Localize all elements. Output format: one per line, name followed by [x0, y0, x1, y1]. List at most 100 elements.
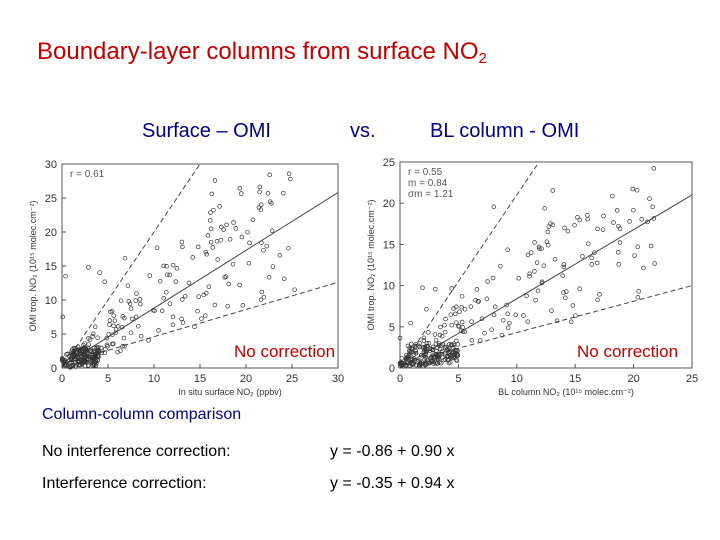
right-scatter-point: [444, 344, 449, 350]
right-scatter-point: [527, 271, 532, 277]
left-scatter-point: [202, 313, 208, 318]
left-scatter-point: [157, 278, 163, 284]
right-scatter-point: [442, 357, 448, 362]
left-scatter-point: [170, 322, 176, 328]
right-x-tick-label: 25: [686, 373, 698, 385]
right-scatter-point: [580, 254, 585, 259]
left-scatter-point: [164, 290, 169, 295]
left-scatter-point: [214, 239, 220, 244]
left-scatter-point: [113, 330, 119, 335]
left-scatter-point: [264, 243, 270, 249]
right-scatter-point: [455, 351, 460, 356]
right-scatter-point: [513, 312, 518, 318]
right-x-tick-label: 5: [455, 373, 461, 385]
right-scatter-point: [450, 353, 455, 358]
right-scatter-point: [501, 317, 506, 323]
right-scatter-point: [424, 307, 429, 312]
right-scatter-point: [562, 225, 567, 231]
left-fit-line-solid: [62, 192, 338, 367]
right-scatter-point: [645, 219, 650, 225]
left-scatter-point: [192, 324, 197, 330]
right-scatter-point: [440, 348, 445, 354]
left-stat-text: r = 0.61: [70, 169, 105, 180]
left-chart-annotation: No correction: [232, 342, 338, 362]
right-x-tick-label: 0: [397, 373, 403, 385]
left-scatter-point: [180, 320, 186, 325]
right-scatter-point: [454, 320, 459, 325]
right-scatter-point: [433, 337, 439, 343]
left-scatter-point: [286, 245, 291, 251]
right-scatter-point: [600, 227, 606, 232]
right-scatter-point: [445, 357, 451, 362]
right-scatter-point: [568, 319, 574, 325]
left-scatter-point: [245, 229, 250, 235]
right-scatter-point: [447, 353, 453, 358]
right-y-tick-label: 15: [383, 239, 395, 251]
left-scatter-point: [190, 255, 195, 260]
left-scatter-point: [85, 363, 91, 369]
left-scatter-point: [122, 315, 127, 321]
right-scatter-point: [432, 332, 438, 337]
right-scatter-point: [527, 273, 532, 279]
right-scatter-point: [575, 215, 580, 220]
right-scatter-point: [651, 166, 657, 171]
left-scatter-point: [164, 264, 169, 269]
left-scatter-point: [78, 360, 84, 365]
right-scatter-point: [412, 358, 417, 363]
left-scatter-point: [203, 249, 209, 255]
right-scatter-point: [597, 292, 602, 297]
left-scatter-point: [138, 333, 144, 339]
left-scatter-point: [210, 245, 216, 250]
right-scatter-point: [542, 205, 547, 211]
left-scatter-point: [288, 176, 293, 182]
right-scatter-point: [491, 204, 497, 210]
right-scatter-point: [601, 213, 606, 219]
left-scatter-point: [60, 314, 66, 320]
right-scatter-point: [482, 330, 487, 336]
left-scatter-point: [205, 233, 211, 238]
left-scatter-point: [247, 240, 252, 246]
left-scatter-point: [215, 257, 220, 262]
right-scatter-point: [563, 295, 568, 301]
right-scatter-point: [399, 355, 404, 361]
right-scatter-point: [610, 193, 615, 199]
right-scatter-point: [410, 357, 415, 363]
right-scatter-point: [537, 246, 542, 251]
left-y-tick-label: 30: [45, 159, 57, 171]
right-scatter-point: [572, 222, 577, 228]
right-scatter-point: [424, 361, 429, 367]
right-scatter-point: [504, 302, 509, 308]
right-scatter-point: [417, 361, 423, 366]
right-scatter-point: [505, 247, 510, 252]
right-scatter-point: [403, 363, 408, 369]
left-scatter-point: [266, 275, 272, 280]
left-y-tick-label: 10: [45, 295, 57, 307]
right-scatter-point: [561, 264, 567, 270]
left-scatter-point: [129, 316, 135, 322]
left-scatter-point: [258, 297, 264, 303]
right-scatter-point: [499, 332, 505, 338]
right-scatter-point: [419, 352, 424, 358]
left-scatter-point: [122, 255, 128, 261]
right-scatter-point: [409, 341, 414, 347]
left-scatter-point: [72, 347, 78, 353]
right-scatter-point: [498, 263, 503, 269]
right-scatter-point: [449, 342, 454, 347]
right-scatter-point: [473, 297, 478, 303]
left-scatter-point: [196, 294, 201, 299]
left-scatter-point: [96, 353, 101, 359]
right-scatter-point: [439, 334, 445, 339]
right-scatter-point: [421, 349, 427, 355]
left-scatter-point: [182, 293, 188, 299]
left-scatter-point: [128, 330, 134, 335]
left-scatter-point: [119, 324, 125, 330]
left-scatter-point: [90, 361, 96, 367]
left-scatter-point: [127, 301, 133, 306]
right-scatter-point: [617, 240, 623, 245]
left-scatter-point: [209, 191, 215, 197]
left-scatter-point: [94, 345, 100, 351]
left-scatter-point: [67, 364, 73, 370]
right-scatter-point: [651, 216, 657, 221]
right-scatter-point: [431, 361, 436, 366]
right-stat-text: m = 0.84: [408, 178, 448, 189]
